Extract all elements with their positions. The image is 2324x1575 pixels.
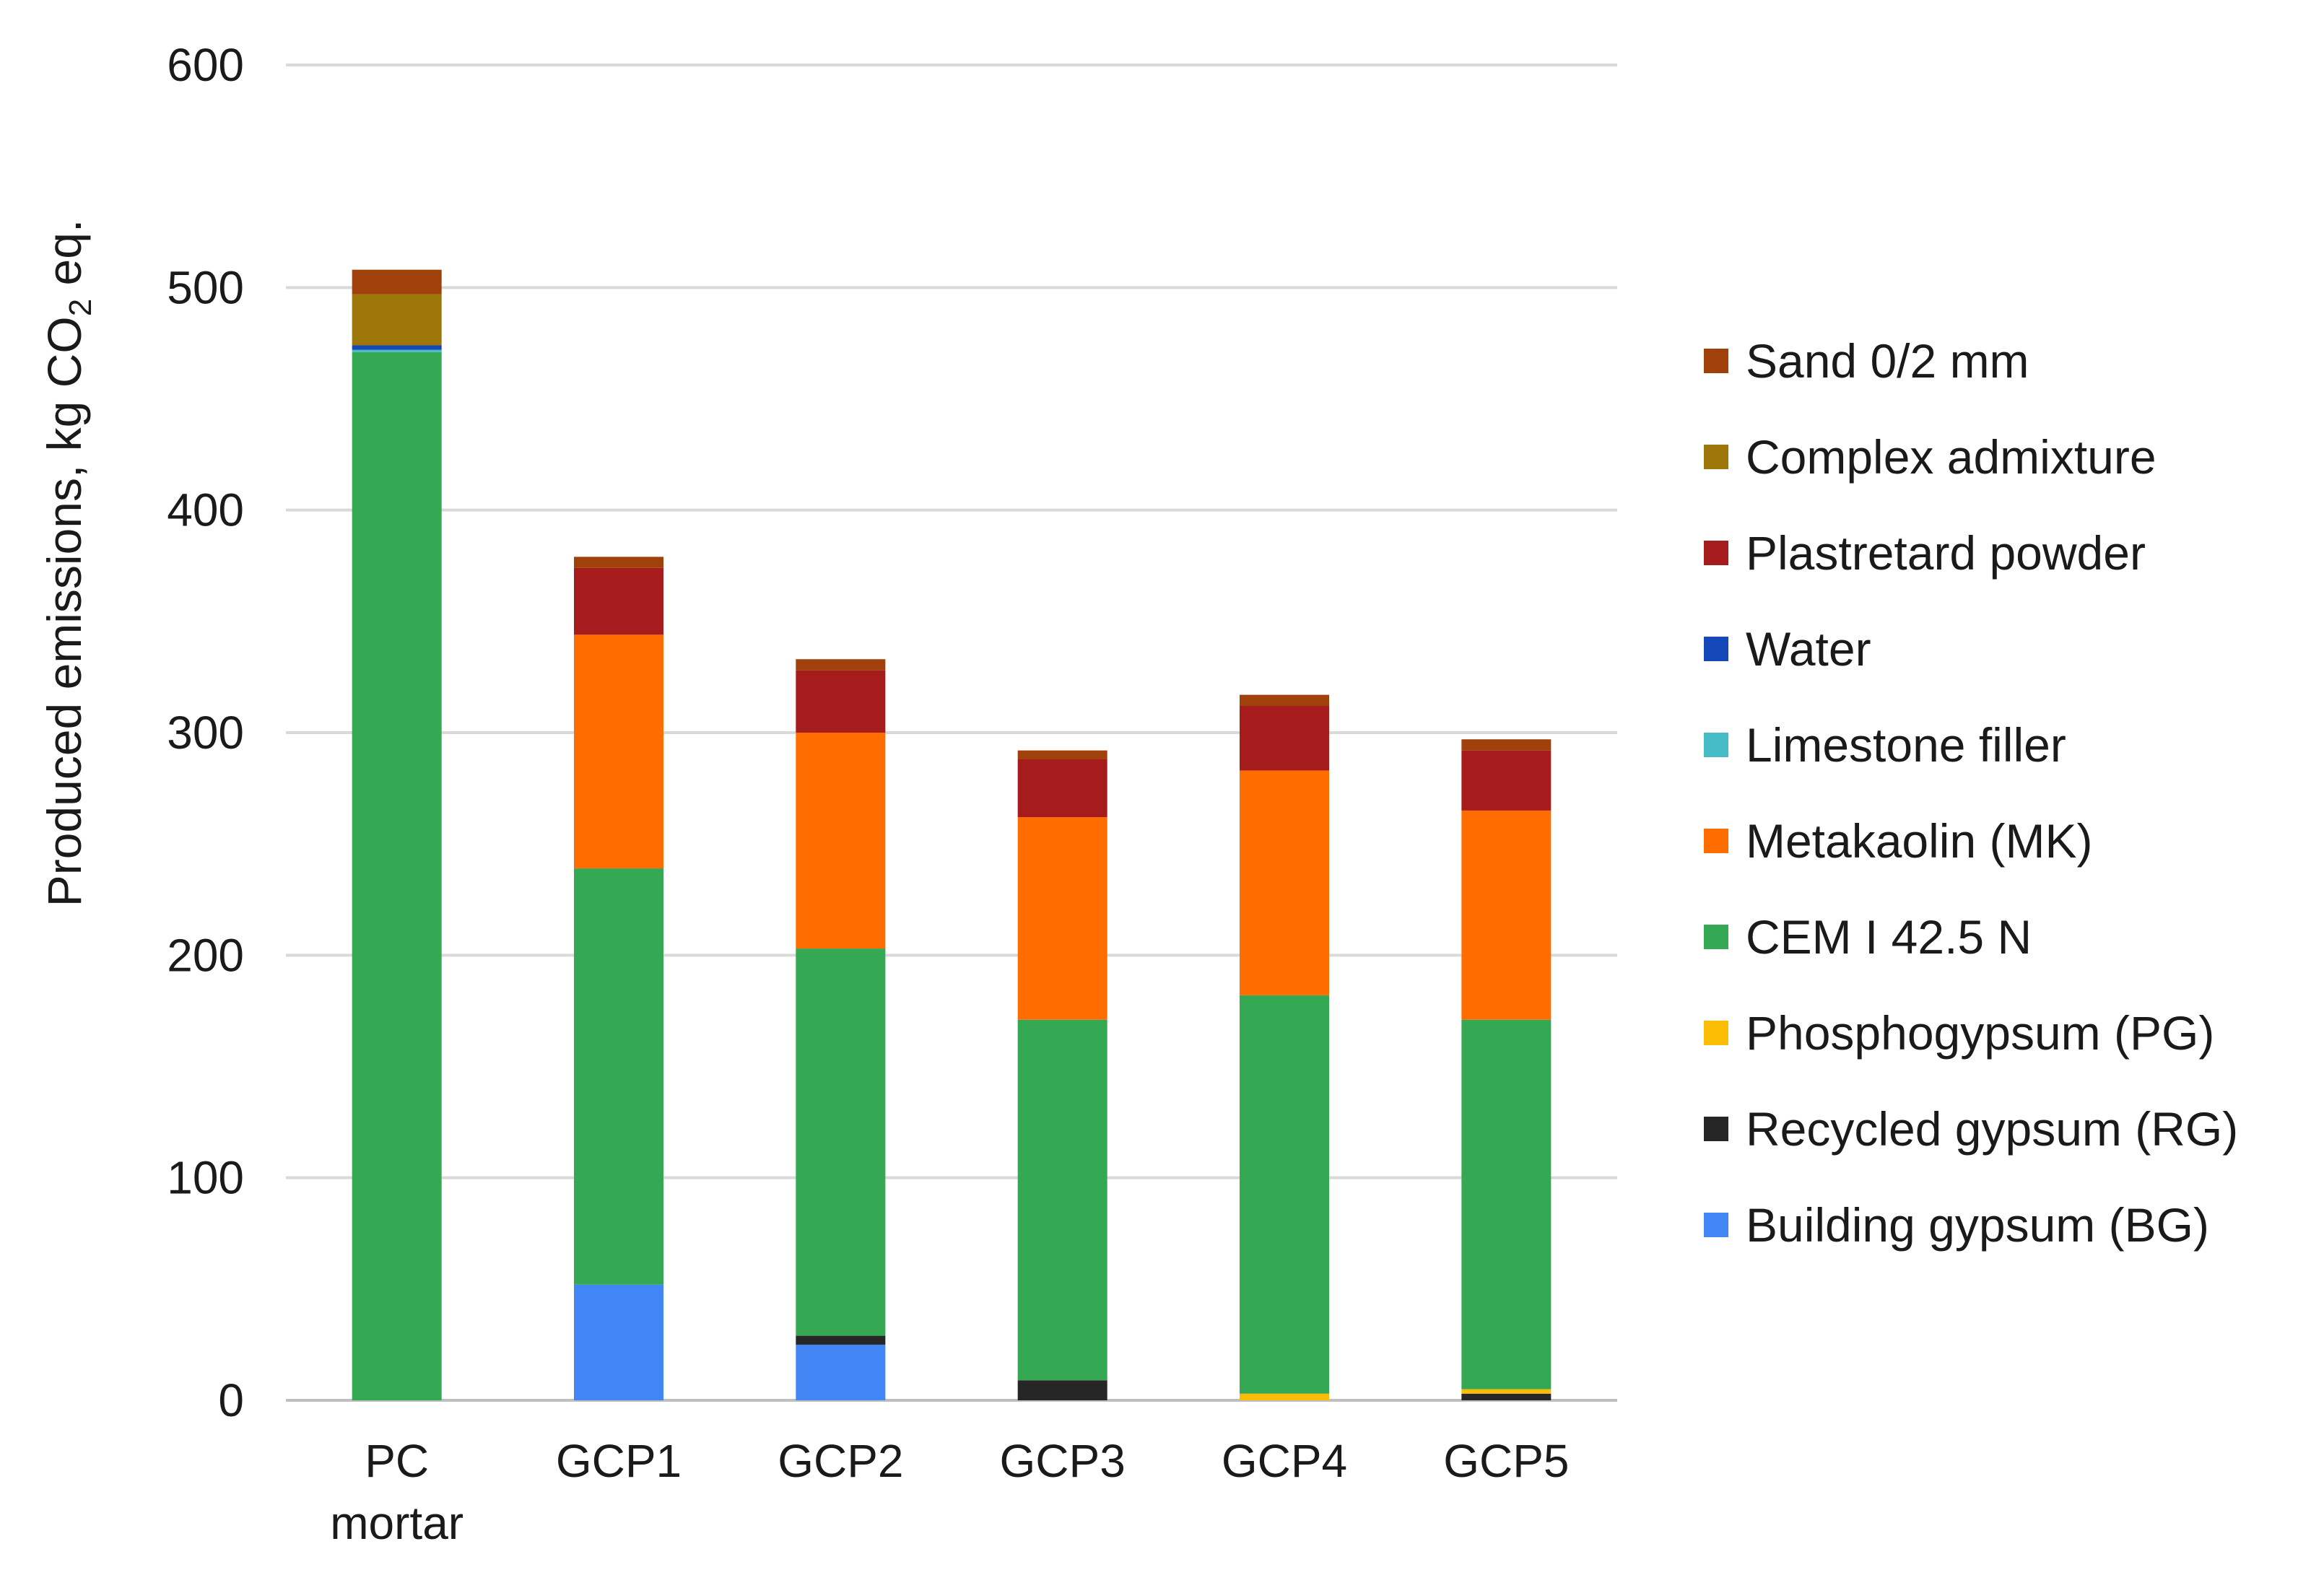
legend-swatch [1704,1213,1728,1237]
bars [352,269,1551,1400]
bar-segment [1017,1019,1107,1381]
legend-swatch [1704,925,1728,949]
x-tick-label: GCP2 [778,1435,903,1487]
y-axis-label: Produced emissions, kg CO2 eq. [38,219,98,907]
x-tick-label: GCP4 [1222,1435,1347,1487]
bar-segment [796,948,886,1336]
legend: Sand 0/2 mm Complex admixture Plastretard … [1704,334,2238,1252]
legend-label: Recycled gypsum (RG) [1746,1102,2238,1156]
legend-item: Sand 0/2 mm [1704,334,2029,388]
bar-segment [796,1344,886,1400]
legend-label: Phosphogypsum (PG) [1746,1006,2214,1060]
gridlines [286,64,1617,1402]
bar-stack [1240,694,1329,1400]
legend-item: Metakaolin (MK) [1704,814,2092,868]
bar-segment [574,557,663,568]
bar-segment [574,1284,663,1400]
y-axis-label-suffix: eq. [38,219,91,299]
bar-stack [796,659,886,1400]
bar-stack [1461,739,1551,1400]
bar-segment [1240,995,1329,1394]
bar-segment [1240,694,1329,706]
y-tick-label: 300 [167,707,244,759]
bar-segment [796,733,886,949]
legend-swatch [1704,445,1728,469]
bar-segment [1017,1380,1107,1400]
y-tick-label: 200 [167,929,244,981]
bar-segment [352,294,442,346]
bar-segment [352,269,442,295]
bar-segment [1017,817,1107,1020]
bar-segment [1461,1019,1551,1389]
bar-segment [352,352,442,1400]
bar-stack [352,269,442,1400]
y-tick-label: 600 [167,39,244,91]
bar-segment [1240,706,1329,771]
legend-item: CEM I 42.5 N [1704,910,2032,964]
y-tick-label: 0 [218,1374,244,1426]
legend-label: Water [1746,622,1871,676]
legend-label: Limestone filler [1746,718,2066,772]
bar-segment [574,567,663,635]
bar-segment [1461,1389,1551,1394]
legend-item: Limestone filler [1704,718,2066,772]
legend-item: Phosphogypsum (PG) [1704,1006,2214,1060]
x-tick-label: GCP3 [1000,1435,1126,1487]
legend-item: Complex admixture [1704,430,2157,484]
legend-item: Building gypsum (BG) [1704,1198,2209,1252]
bar-segment [1461,1393,1551,1400]
bar-segment [1461,810,1551,1020]
legend-swatch [1704,1117,1728,1141]
x-tick-label: PC [365,1435,429,1487]
legend-item: Recycled gypsum (RG) [1704,1102,2238,1156]
legend-label: Plastretard powder [1746,526,2146,580]
y-axis-label-main: Produced emissions, kg CO [38,316,91,907]
y-tick-label: 400 [167,484,244,536]
bar-segment [1240,770,1329,995]
bar-segment [1461,739,1551,751]
x-axis-ticks: PC mortar GCP1 GCP2 GCP3 GCP4 GCP5 [330,1435,1569,1549]
bar-segment [796,670,886,733]
bar-segment [1461,750,1551,811]
x-tick-label: GCP1 [556,1435,682,1487]
legend-item: Water [1704,622,1871,676]
legend-swatch [1704,541,1728,565]
legend-label: Metakaolin (MK) [1746,814,2092,868]
y-tick-label: 500 [167,261,244,313]
y-tick-label: 100 [167,1152,244,1204]
x-tick-label: mortar [330,1497,464,1549]
bar-segment [352,349,442,352]
legend-label: Complex admixture [1746,430,2157,484]
y-axis-label-subscript: 2 [63,299,98,316]
bar-segment [1017,750,1107,759]
bar-segment [574,634,663,869]
bar-segment [796,1335,886,1345]
legend-swatch [1704,733,1728,757]
bar-segment [352,345,442,350]
bar-stack [1017,750,1107,1400]
legend-label: Building gypsum (BG) [1746,1198,2209,1252]
bar-stack [574,557,663,1400]
bar-segment [1017,759,1107,818]
y-axis-ticks: 0 100 200 300 400 500 600 [167,39,244,1426]
legend-swatch [1704,637,1728,661]
legend-label: Sand 0/2 mm [1746,334,2029,388]
legend-label: CEM I 42.5 N [1746,910,2032,964]
legend-item: Plastretard powder [1704,526,2146,580]
bar-segment [574,868,663,1285]
legend-swatch [1704,1021,1728,1045]
x-tick-label: GCP5 [1443,1435,1569,1487]
bar-segment [796,659,886,671]
bar-segment [1240,1393,1329,1400]
legend-swatch [1704,829,1728,853]
legend-swatch [1704,349,1728,373]
